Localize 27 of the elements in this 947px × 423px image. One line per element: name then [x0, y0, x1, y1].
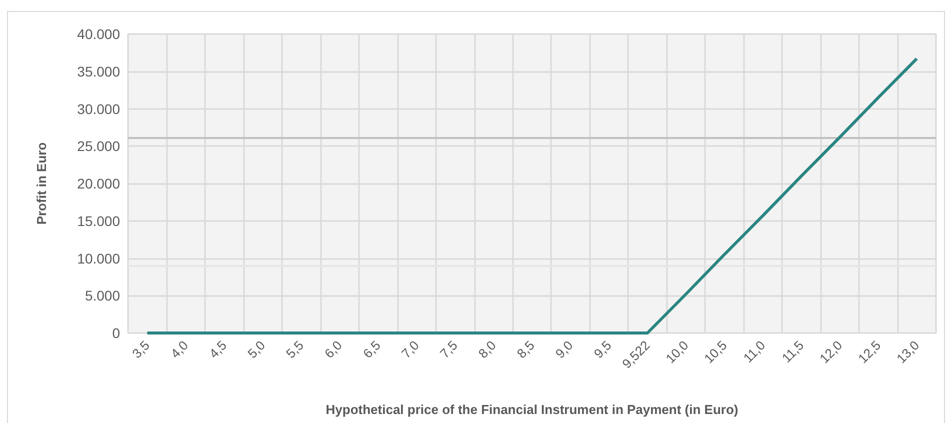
x-tick-label: 4,0	[168, 338, 192, 362]
x-tick-label: 3,5	[129, 338, 153, 362]
y-tick-label: 10.000	[77, 250, 120, 266]
y-tick-label: 25.000	[77, 138, 120, 154]
x-axis-title: Hypothetical price of the Financial Instrument in Payment (in Euro)	[326, 402, 738, 417]
line-series	[146, 57, 918, 334]
x-tick-label: 6,0	[322, 338, 345, 362]
x-tick-label: 5,5	[283, 338, 306, 362]
x-tick-label: 7,5	[436, 338, 460, 362]
y-tick-label: 30.000	[77, 100, 120, 117]
x-tick-label: 11,5	[778, 338, 807, 366]
y-tick-label: 35.000	[77, 63, 120, 80]
x-tick-label: 9,0	[552, 338, 576, 362]
y-tick-label: 0	[112, 325, 120, 341]
x-tick-label: 9,5	[590, 338, 614, 362]
y-tick-label: 5.000	[84, 288, 120, 304]
x-tick-label: 5,0	[244, 338, 268, 362]
x-tick-label: 6,5	[360, 338, 384, 362]
x-tick-label: 7,0	[398, 338, 422, 362]
y-tick-label: 15.000	[77, 212, 120, 229]
x-tick-label: 8,0	[475, 338, 499, 362]
x-tick-label: 4,5	[206, 338, 230, 362]
x-tick-label: 11,0	[740, 338, 768, 366]
y-tick-label: 20.000	[77, 176, 120, 192]
x-tick-label: 8,5	[514, 338, 538, 362]
y-tick-label: 40.000	[77, 26, 120, 42]
y-axis-title: Profit in Euro	[34, 142, 49, 225]
